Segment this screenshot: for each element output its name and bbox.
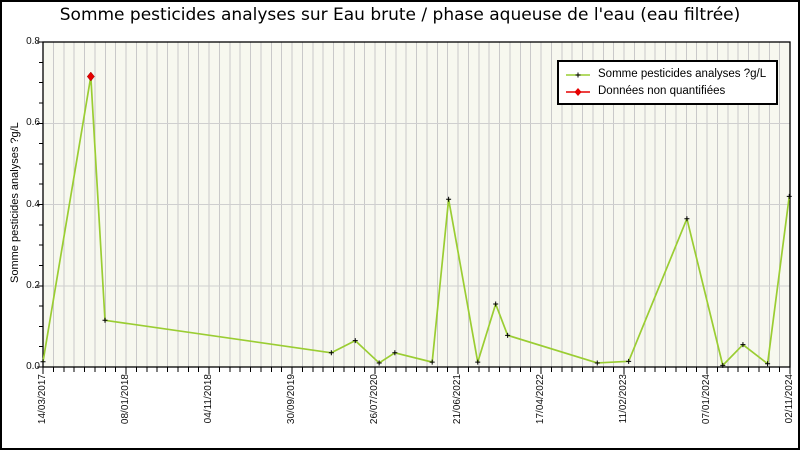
y-axis-ticks (37, 41, 43, 368)
y-tick-label: 0.8 (26, 36, 40, 47)
data-point-icon (40, 359, 46, 365)
data-point-icon (720, 362, 726, 368)
x-tick-label: 02/11/2024 (784, 374, 795, 424)
x-tick-label: 04/11/2018 (203, 374, 214, 424)
legend-nonquantified-marker-icon (565, 85, 591, 97)
data-point-icon (446, 196, 452, 202)
x-tick-label: 30/09/2019 (286, 374, 297, 425)
data-point-icon (505, 332, 511, 338)
x-tick-label: 17/04/2022 (535, 374, 546, 425)
non-quantified-point-icon (86, 71, 95, 82)
data-point-icon (352, 338, 358, 344)
x-tick-label: 11/02/2023 (618, 374, 629, 424)
axes-frame (42, 41, 791, 368)
x-tick-label: 14/03/2017 (37, 374, 48, 425)
legend-row-nonquantified: Données non quantifiées (565, 82, 766, 99)
legend: Somme pesticides analyses ?g/L Données n… (557, 60, 779, 105)
data-point-icon (493, 301, 499, 307)
data-point-icon (786, 193, 792, 199)
chart-title: Somme pesticides analyses sur Eau brute … (59, 5, 741, 25)
data-point-icon (684, 216, 690, 222)
x-tick-label: 21/06/2021 (452, 374, 463, 425)
y-tick-label: 0.0 (26, 361, 40, 372)
data-point-icon (392, 350, 398, 356)
legend-series-line-icon (565, 68, 591, 80)
legend-series-label: Somme pesticides analyses ?g/L (598, 67, 767, 80)
x-tick-label: 08/01/2018 (120, 374, 131, 425)
x-axis-ticks (42, 367, 791, 374)
y-tick-label: 0.2 (26, 279, 40, 291)
legend-row-series: Somme pesticides analyses ?g/L (565, 65, 766, 82)
data-point-icon (328, 350, 334, 356)
data-point-icon (626, 358, 632, 364)
y-tick-label: 0.6 (26, 117, 40, 129)
horizontal-gridlines (43, 122, 790, 287)
data-point-icon (376, 360, 382, 366)
data-point-icon (765, 361, 771, 367)
y-tick-label: 0.4 (26, 198, 40, 210)
data-point-icon (475, 359, 481, 365)
data-point-icon (102, 317, 108, 323)
data-point-icon (740, 342, 746, 348)
data-point-icon (594, 360, 600, 366)
x-tick-label: 07/01/2024 (701, 374, 712, 425)
legend-nonquantified-label: Données non quantifiées (598, 84, 726, 97)
data-point-icon (429, 359, 435, 365)
data-point-markers (40, 71, 792, 368)
x-tick-label: 26/07/2020 (369, 374, 380, 425)
